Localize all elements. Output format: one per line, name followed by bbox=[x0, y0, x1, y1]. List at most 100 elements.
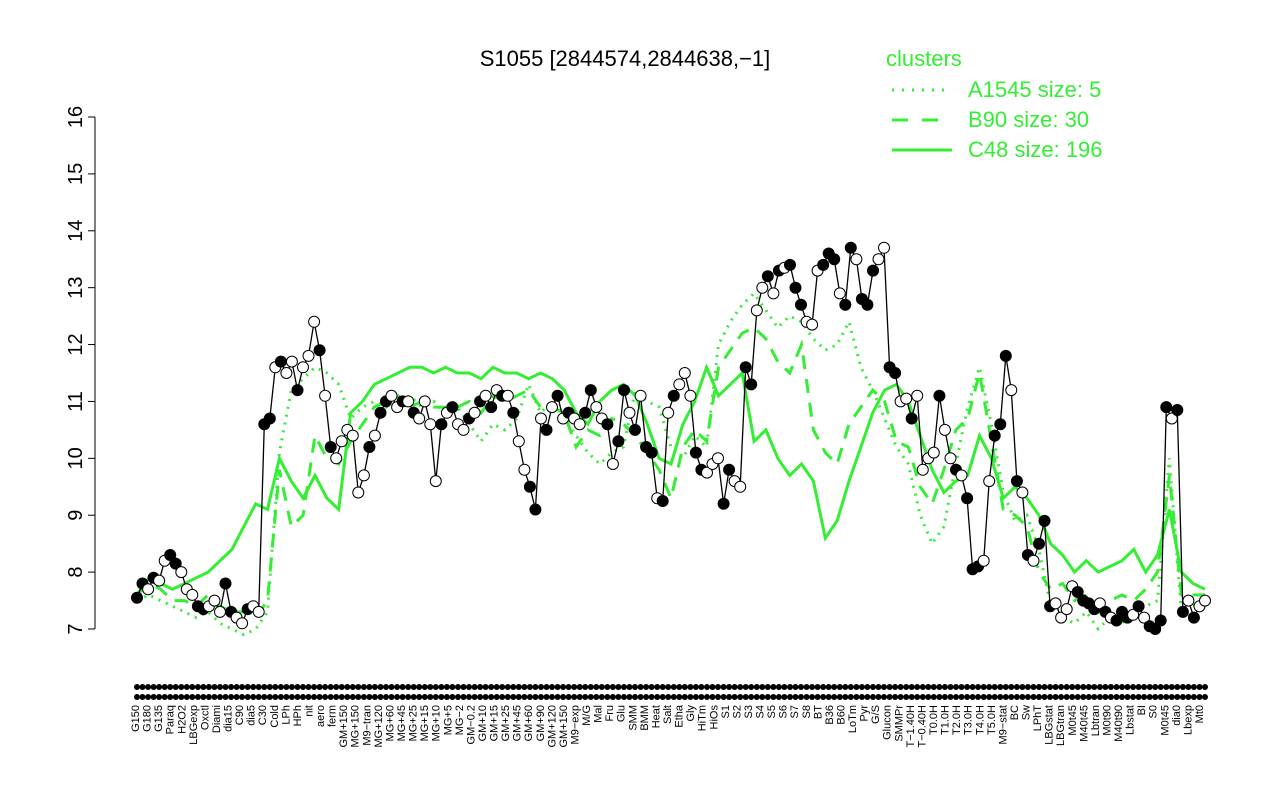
rug-mark bbox=[471, 684, 478, 690]
rug-mark bbox=[681, 694, 688, 700]
data-point bbox=[523, 480, 536, 493]
data-point bbox=[784, 258, 796, 271]
rug-mark bbox=[875, 694, 882, 700]
rug-mark bbox=[919, 694, 926, 700]
rug-mark bbox=[360, 694, 367, 700]
rug-mark bbox=[482, 684, 489, 690]
rug-mark bbox=[183, 684, 190, 690]
data-point bbox=[352, 486, 365, 499]
rug-mark bbox=[344, 684, 351, 690]
rug-mark bbox=[836, 684, 843, 690]
data-point bbox=[153, 574, 166, 587]
x-tick-label: BC bbox=[1009, 705, 1021, 720]
x-tick-label: HPh bbox=[292, 705, 304, 726]
rug-mark bbox=[908, 684, 915, 690]
y-tick-label: 14 bbox=[65, 220, 87, 242]
rug-mark bbox=[759, 684, 766, 690]
rug-mark bbox=[521, 694, 528, 700]
rug-mark bbox=[1002, 694, 1009, 700]
x-tick-label: S7 bbox=[789, 705, 801, 718]
rug-mark bbox=[371, 684, 378, 690]
rug-mark bbox=[261, 684, 268, 690]
rug-mark bbox=[388, 694, 395, 700]
x-tick-label: G/S bbox=[870, 705, 882, 724]
rug-mark bbox=[1080, 694, 1087, 700]
rug-mark bbox=[371, 694, 378, 700]
x-tick-label: MG+15 bbox=[419, 705, 431, 741]
rug-mark bbox=[1146, 694, 1153, 700]
rug-mark bbox=[432, 694, 439, 700]
rug-mark bbox=[477, 684, 484, 690]
rug-mark bbox=[715, 684, 721, 690]
rug-mark bbox=[1130, 694, 1137, 700]
rug-mark bbox=[543, 684, 550, 690]
rug-mark bbox=[648, 684, 655, 690]
rug-mark bbox=[283, 694, 290, 700]
data-point bbox=[662, 406, 675, 419]
rug-mark bbox=[222, 684, 229, 690]
data-point bbox=[579, 406, 592, 419]
rug-mark bbox=[615, 694, 622, 700]
rug-mark bbox=[1058, 684, 1065, 690]
rug-mark bbox=[792, 684, 799, 690]
rug-mark bbox=[504, 694, 511, 700]
rug-mark bbox=[582, 684, 589, 690]
data-point bbox=[252, 605, 265, 618]
rug-mark bbox=[864, 684, 871, 690]
data-point bbox=[468, 406, 481, 419]
rug-mark bbox=[250, 694, 257, 700]
rug-mark bbox=[892, 684, 899, 690]
rug-mark bbox=[322, 684, 329, 690]
rug-mark bbox=[941, 694, 948, 700]
data-point bbox=[1132, 600, 1145, 613]
data-point bbox=[634, 389, 647, 402]
cluster-line-A1545 bbox=[136, 291, 1206, 637]
x-tick-label: B60 bbox=[836, 705, 848, 725]
rug-mark bbox=[731, 694, 738, 700]
data-point bbox=[214, 605, 226, 618]
data-point bbox=[263, 412, 276, 425]
rug-mark bbox=[925, 694, 932, 700]
data-point bbox=[424, 418, 437, 431]
rug-mark bbox=[1157, 694, 1164, 700]
x-tick-label: HiTm bbox=[697, 705, 709, 731]
rug-mark bbox=[809, 694, 816, 700]
x-tick-label: SMM bbox=[627, 705, 639, 731]
x-tick-label: G135 bbox=[153, 705, 165, 732]
x-tick-label: M0t45 bbox=[1159, 705, 1171, 736]
rug-mark bbox=[538, 684, 544, 690]
x-tick-label: M9−exp bbox=[570, 705, 582, 744]
data-point bbox=[867, 264, 879, 277]
rug-mark bbox=[1002, 684, 1009, 690]
rug-mark bbox=[941, 684, 948, 690]
rug-mark bbox=[764, 684, 771, 690]
rug-mark bbox=[1013, 694, 1020, 700]
rug-mark bbox=[681, 684, 688, 690]
rug-mark bbox=[549, 694, 555, 700]
rug-mark bbox=[842, 684, 849, 690]
rug-mark bbox=[914, 684, 921, 690]
rug-mark bbox=[288, 684, 295, 690]
rug-mark bbox=[366, 684, 373, 690]
rug-mark bbox=[1190, 684, 1197, 690]
rug-mark bbox=[836, 694, 843, 700]
data-point bbox=[689, 446, 702, 459]
rug-mark bbox=[720, 684, 727, 690]
rug-mark bbox=[587, 684, 594, 690]
data-point bbox=[999, 349, 1012, 362]
x-tick-label: G150 bbox=[130, 705, 142, 732]
rug-mark bbox=[532, 694, 539, 700]
data-point bbox=[701, 466, 713, 479]
data-point bbox=[717, 497, 730, 510]
rug-mark bbox=[300, 694, 306, 700]
rug-mark bbox=[726, 684, 733, 690]
rug-mark bbox=[903, 684, 910, 690]
rug-mark bbox=[1135, 684, 1142, 690]
x-tick-label: MG+5 bbox=[442, 705, 454, 735]
data-point bbox=[446, 401, 459, 414]
rug-mark bbox=[1146, 684, 1153, 690]
x-tick-label: G180 bbox=[142, 705, 154, 732]
rug-mark bbox=[1152, 694, 1159, 700]
rug-mark bbox=[980, 694, 987, 700]
rug-mark bbox=[1107, 694, 1114, 700]
